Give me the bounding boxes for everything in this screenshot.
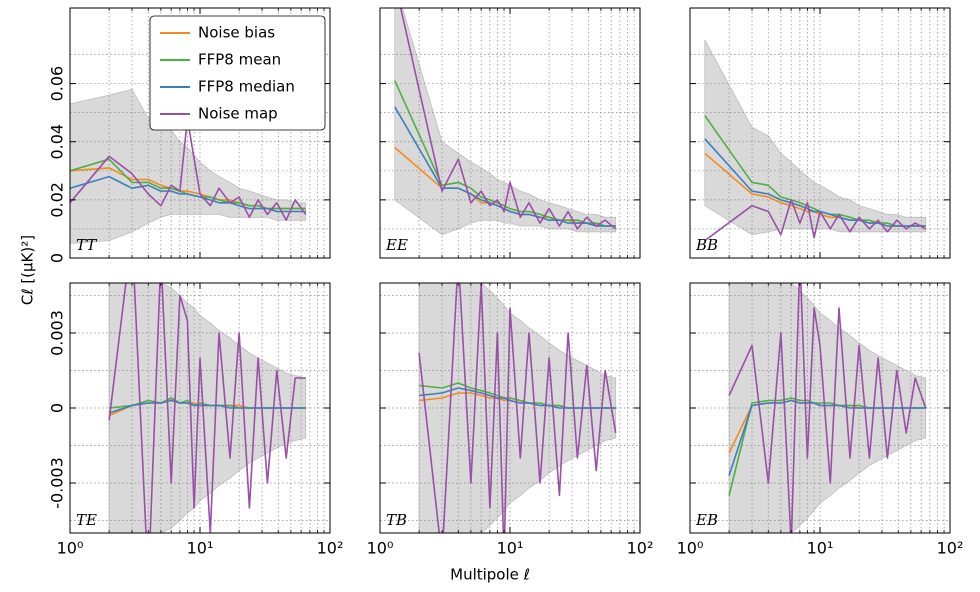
panel-label: BB [695, 236, 718, 254]
x-tick-label: 10¹ [807, 539, 834, 558]
panel [690, 8, 950, 258]
y-tick-label: 0.003 [48, 310, 67, 356]
x-tick-label: 10⁰ [367, 539, 394, 558]
panel-label: EB [695, 511, 718, 529]
y-tick-label: 0.04 [48, 124, 67, 160]
panel-label: TT [76, 236, 97, 254]
panel-label: TE [76, 511, 97, 529]
y-tick-label: 0 [48, 253, 67, 263]
panel-label: TB [386, 511, 407, 529]
x-tick-label: 10⁰ [57, 539, 84, 558]
x-tick-label: 10¹ [187, 539, 214, 558]
x-tick-label: 10¹ [497, 539, 524, 558]
panel [690, 283, 950, 533]
x-tick-label: 10⁰ [677, 539, 704, 558]
series-line [70, 117, 307, 221]
series-line [70, 175, 306, 213]
y-tick-label: 0 [48, 403, 67, 413]
series-line [394, 106, 616, 227]
y-axis-label: Cℓ [(μK)²] [19, 235, 37, 305]
series-line [728, 283, 927, 533]
panel [380, 283, 640, 533]
panel [70, 283, 330, 533]
spread-band [394, 8, 617, 236]
legend-label: Noise map [198, 105, 278, 123]
series-line [704, 138, 926, 227]
y-tick-label: -0.003 [48, 457, 67, 509]
series-line [704, 199, 927, 242]
y-tick-label: 0.02 [48, 182, 67, 218]
x-tick-label: 10² [627, 539, 654, 558]
series-line [108, 283, 306, 533]
panel [70, 8, 330, 258]
legend-box [149, 15, 326, 131]
x-axis-label: Multipole ℓ [450, 566, 530, 584]
y-tick-label: 0.06 [48, 66, 67, 102]
series-line [418, 283, 617, 533]
x-tick-label: 10² [317, 539, 344, 558]
x-tick-label: 10² [937, 539, 964, 558]
series-line [108, 399, 306, 414]
panel-label: EE [385, 236, 408, 254]
legend-label: Noise bias [198, 24, 275, 42]
legend-label: FFP8 median [198, 78, 295, 96]
panel [380, 8, 640, 258]
series-line [399, 8, 617, 230]
legend-label: FFP8 mean [198, 51, 281, 69]
spread-band [704, 39, 927, 236]
